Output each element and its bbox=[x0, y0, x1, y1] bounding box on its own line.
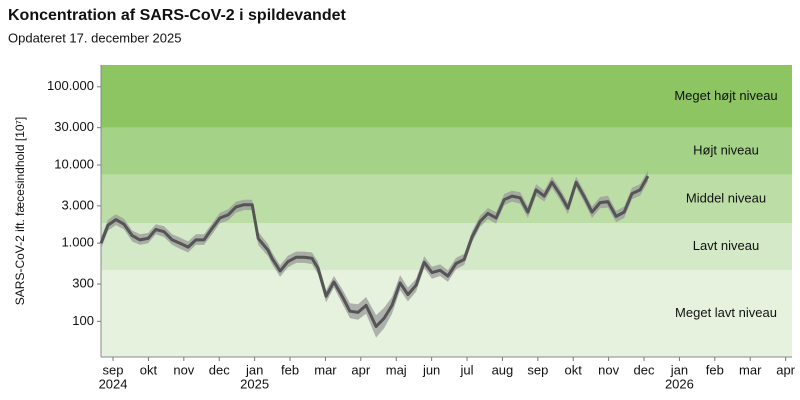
y-tick-label: 100 bbox=[72, 313, 94, 328]
zone-label: Meget højt niveau bbox=[674, 88, 777, 103]
x-tick-label: mar bbox=[314, 362, 337, 377]
zone bbox=[101, 174, 792, 224]
x-tick-label: maj bbox=[386, 362, 407, 377]
x-tick-label: dec bbox=[209, 362, 230, 377]
zone-label: Højt niveau bbox=[693, 143, 759, 158]
chart-subtitle: Opdateret 17. december 2025 bbox=[8, 30, 181, 45]
y-tick-label: 10.000 bbox=[54, 156, 94, 171]
x-tick-label: dec bbox=[634, 362, 655, 377]
x-tick-label: okt bbox=[565, 362, 583, 377]
zone-label: Meget lavt niveau bbox=[675, 305, 777, 320]
x-tick-label: apr bbox=[351, 362, 370, 377]
data-line bbox=[99, 175, 650, 328]
zone bbox=[101, 65, 792, 128]
x-tick-label: sep bbox=[103, 362, 124, 377]
y-tick-label: 30.000 bbox=[54, 119, 94, 134]
zone-label: Middel niveau bbox=[686, 190, 766, 205]
y-tick-label: 100.000 bbox=[47, 78, 94, 93]
zone bbox=[101, 223, 792, 271]
x-tick-label: jan bbox=[245, 362, 263, 377]
zone-label: Lavt niveau bbox=[693, 238, 760, 253]
x-tick-label: nov bbox=[173, 362, 194, 377]
x-tick-label: feb bbox=[706, 362, 724, 377]
x-tick-label: jan bbox=[670, 362, 688, 377]
zone bbox=[101, 270, 792, 357]
x-tick-label: nov bbox=[598, 362, 619, 377]
year-label: 2024 bbox=[99, 376, 128, 391]
chart-title: Koncentration af SARS-CoV-2 i spildevand… bbox=[8, 7, 347, 24]
x-tick-label: sep bbox=[527, 362, 548, 377]
x-tick-label: mar bbox=[739, 362, 762, 377]
year-label: 2026 bbox=[665, 376, 694, 391]
y-axis-label: SARS-CoV-2 ift. fæcesindhold [10⁷] bbox=[13, 117, 27, 305]
x-tick-label: apr bbox=[776, 362, 795, 377]
x-tick-label: jun bbox=[422, 362, 440, 377]
y-tick-label: 3.000 bbox=[61, 197, 94, 212]
year-label: 2025 bbox=[240, 376, 269, 391]
zone bbox=[101, 127, 792, 175]
x-tick-label: feb bbox=[281, 362, 299, 377]
x-tick-label: aug bbox=[492, 362, 514, 377]
x-tick-label: jul bbox=[460, 362, 474, 377]
y-tick-label: 300 bbox=[72, 275, 94, 290]
y-tick-label: 1.000 bbox=[61, 235, 94, 250]
x-tick-label: okt bbox=[140, 362, 158, 377]
